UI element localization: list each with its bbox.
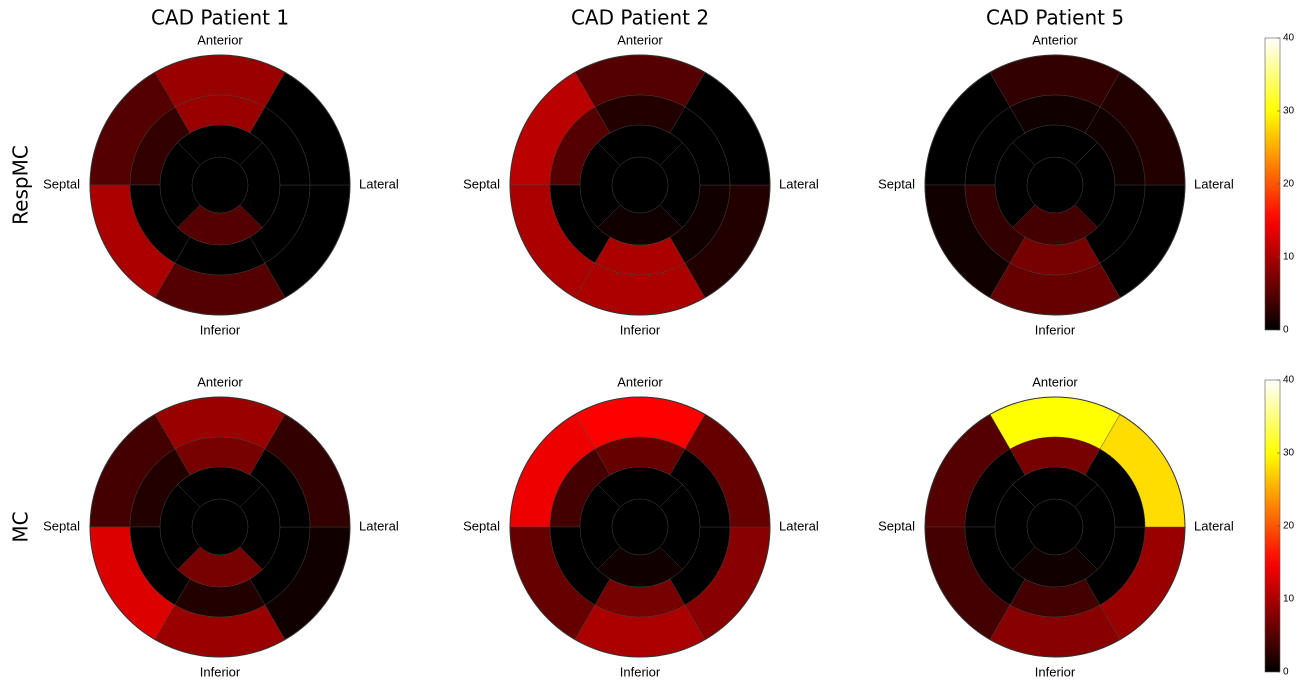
colorbar-tick-label: 30 <box>1283 106 1295 117</box>
colorbar-tick-label: 0 <box>1283 667 1289 678</box>
colorbar-tick-label: 30 <box>1283 448 1295 459</box>
label-septal: Septal <box>463 518 500 533</box>
label-anterior: Anterior <box>1032 32 1078 47</box>
label-inferior: Inferior <box>200 322 241 337</box>
label-anterior: Anterior <box>1032 374 1078 389</box>
label-lateral: Lateral <box>1194 176 1234 191</box>
colorbar-tick-label: 20 <box>1283 521 1295 532</box>
label-inferior: Inferior <box>1035 664 1076 679</box>
label-inferior: Inferior <box>620 664 661 679</box>
label-anterior: Anterior <box>197 32 243 47</box>
row-label: RespMC <box>9 145 33 225</box>
label-inferior: Inferior <box>1035 322 1076 337</box>
label-anterior: Anterior <box>617 374 663 389</box>
label-inferior: Inferior <box>620 322 661 337</box>
label-septal: Septal <box>43 518 80 533</box>
apex-segment <box>1026 156 1084 214</box>
colorbar-tick-label: 40 <box>1283 375 1295 386</box>
outline <box>89 396 351 658</box>
label-inferior: Inferior <box>200 664 241 679</box>
colorbar-tick-label: 20 <box>1283 179 1295 190</box>
colorbar-tick-label: 40 <box>1283 33 1295 44</box>
outline <box>924 54 1186 316</box>
label-septal: Septal <box>43 176 80 191</box>
column-title: CAD Patient 2 <box>571 6 709 30</box>
outline <box>509 54 771 316</box>
outline <box>509 396 771 658</box>
apex-segment <box>191 498 249 556</box>
label-lateral: Lateral <box>359 176 399 191</box>
column-title: CAD Patient 1 <box>151 6 289 30</box>
label-septal: Septal <box>463 176 500 191</box>
outline <box>89 54 351 316</box>
label-anterior: Anterior <box>617 32 663 47</box>
column-title: CAD Patient 5 <box>986 6 1124 30</box>
label-anterior: Anterior <box>197 374 243 389</box>
label-septal: Septal <box>878 518 915 533</box>
colorbar-tick-label: 10 <box>1283 252 1295 263</box>
label-septal: Septal <box>878 176 915 191</box>
apex-segment <box>1026 498 1084 556</box>
label-lateral: Lateral <box>1194 518 1234 533</box>
row-label: MC <box>9 511 33 542</box>
label-lateral: Lateral <box>779 176 819 191</box>
apex-segment <box>191 156 249 214</box>
apex-segment <box>611 498 669 556</box>
apex-segment <box>611 156 669 214</box>
label-lateral: Lateral <box>359 518 399 533</box>
colorbar-tick-label: 0 <box>1283 325 1289 336</box>
label-lateral: Lateral <box>779 518 819 533</box>
colorbar-tick-label: 10 <box>1283 594 1295 605</box>
outline <box>924 396 1186 658</box>
